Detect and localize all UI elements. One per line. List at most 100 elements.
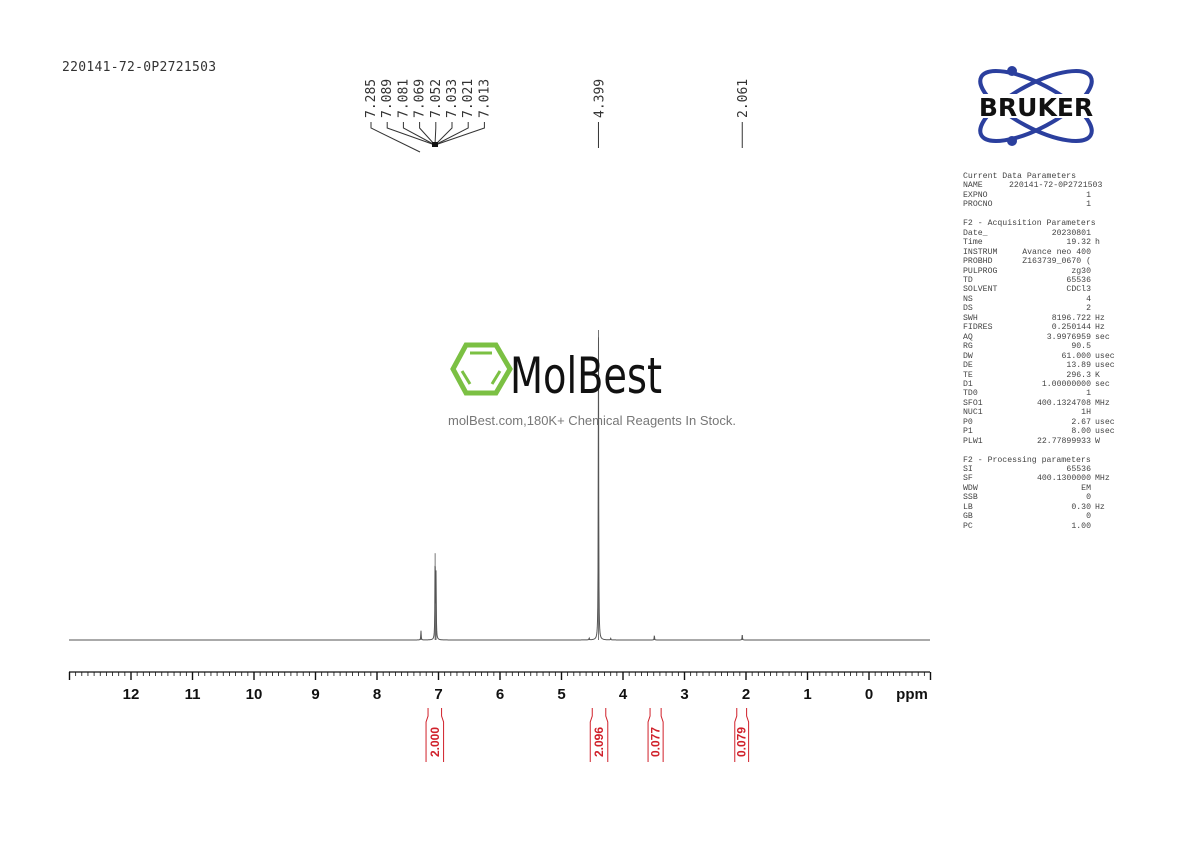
- param-value: EM: [1081, 483, 1091, 493]
- axis-tick-label: 4: [619, 686, 628, 703]
- peak-label: 4.399: [592, 79, 607, 148]
- param-value: 1.00: [1071, 521, 1091, 531]
- param-value: 1H: [1081, 408, 1091, 418]
- param-unit: usec: [1095, 361, 1115, 371]
- peak-label: 2.061: [736, 79, 751, 148]
- sample-id: 220141-72-0P2721503: [62, 60, 217, 75]
- param-row: DE 13.89 usec: [963, 361, 1121, 370]
- param-row: DW 61.000 usec: [963, 352, 1121, 361]
- param-unit: [1091, 267, 1121, 276]
- param-unit: [1091, 512, 1121, 521]
- peak-label-text: 7.089: [380, 79, 395, 118]
- param-row: PC 1.00: [963, 522, 1121, 531]
- param-row: EXPNO 1: [963, 191, 1121, 200]
- param-row: NAME 220141-72-0P2721503: [963, 181, 1121, 190]
- param-unit: [1091, 248, 1121, 257]
- param-label: AQ: [963, 332, 973, 342]
- axis-tick-label: 8: [373, 686, 381, 703]
- param-value: Avance neo 400: [1022, 247, 1091, 257]
- peak-label-text: 7.013: [477, 79, 492, 118]
- acquisition-parameters-panel: Current Data Parameters NAME 220141-72-0P2…: [963, 172, 1121, 531]
- param-value: 8196.722: [1051, 313, 1091, 323]
- param-value: Z163739_0670 (: [1022, 257, 1091, 267]
- param-section-title: F2 - Processing parameters: [963, 455, 1091, 465]
- axis-tick-label: 12: [123, 686, 140, 703]
- axis-tick-label: 5: [557, 686, 565, 703]
- param-value: 8.00: [1071, 427, 1091, 437]
- param-label: D1: [963, 379, 973, 389]
- param-value: 0.30: [1071, 502, 1091, 512]
- param-label: LB: [963, 502, 973, 512]
- param-unit: [1091, 522, 1121, 531]
- param-value: 65536: [1066, 275, 1091, 285]
- param-label: FIDRES: [963, 323, 993, 333]
- param-label: TD0: [963, 389, 978, 399]
- integrals: 2.000 2.096 0.077 0.079: [425, 708, 750, 762]
- param-section-title: F2 - Acquisition Parameters: [963, 219, 1096, 229]
- param-row: D1 1.00000000 sec: [963, 380, 1121, 389]
- param-row: Time 19.32 h: [963, 238, 1121, 247]
- axis-tick-label: 7: [434, 686, 442, 703]
- param-label: NS: [963, 294, 973, 304]
- param-unit: [1091, 229, 1121, 238]
- param-row: SF 400.1300000 MHz: [963, 474, 1121, 483]
- param-unit: [1091, 408, 1121, 417]
- param-unit: [1091, 257, 1121, 266]
- param-value: 19.32: [1066, 238, 1091, 248]
- param-label: INSTRUM: [963, 247, 998, 257]
- param-row: SSB 0: [963, 493, 1121, 502]
- param-unit: [1091, 465, 1121, 474]
- peak-label-text: 7.021: [461, 79, 476, 118]
- bruker-logo: BRUKER: [958, 66, 1116, 146]
- param-row: PLW1 22.77899933 W: [963, 437, 1121, 446]
- param-label: DW: [963, 351, 973, 361]
- param-row: WDW EM: [963, 484, 1121, 493]
- param-label: TE: [963, 370, 973, 380]
- integral-region: 2.096: [589, 708, 609, 762]
- param-row: Date_ 20230801: [963, 229, 1121, 238]
- param-row: TD0 1: [963, 389, 1121, 398]
- integral-bracket: [589, 708, 609, 762]
- molbest-logo: MolBest: [450, 342, 662, 405]
- peak-label-text: 7.285: [364, 79, 379, 118]
- param-row: PROCNO 1: [963, 200, 1121, 209]
- param-value: 400.1300000: [1036, 474, 1091, 484]
- param-value: 61.000: [1061, 351, 1091, 361]
- param-unit: Hz: [1095, 502, 1105, 512]
- param-unit: MHz: [1095, 398, 1110, 408]
- peak-label-text: 7.052: [429, 79, 444, 118]
- param-label: NUC1: [963, 408, 983, 418]
- peak-label-text: 4.399: [592, 79, 607, 118]
- integral-value: 2.096: [592, 727, 606, 757]
- param-row: NUC1 1H: [963, 408, 1121, 417]
- svg-text:BRUKER: BRUKER: [979, 93, 1093, 122]
- param-unit: [1091, 200, 1121, 209]
- param-label: GB: [963, 512, 973, 522]
- param-unit: [1091, 276, 1121, 285]
- param-row: SI 65536: [963, 465, 1121, 474]
- peak-label-text: 2.061: [736, 79, 751, 118]
- axis-tick-label: 0: [865, 686, 873, 703]
- param-label: RG: [963, 342, 973, 352]
- param-value: 400.1324708: [1036, 398, 1091, 408]
- param-label: P1: [963, 427, 973, 437]
- axis-tick-label: 1: [803, 686, 811, 703]
- param-label: PROBHD: [963, 257, 993, 267]
- peak-label-text: 7.033: [445, 79, 460, 118]
- integral-region: 2.000: [425, 708, 445, 762]
- param-unit: usec: [1095, 351, 1115, 361]
- param-row: AQ 3.9976959 sec: [963, 333, 1121, 342]
- param-value: 4: [1086, 294, 1091, 304]
- param-row: SFO1 400.1324708 MHz: [963, 399, 1121, 408]
- param-value: 2.67: [1071, 417, 1091, 427]
- peak-label: 7.033: [434, 79, 460, 146]
- param-unit: [1091, 295, 1121, 304]
- param-label: Date_: [963, 228, 988, 238]
- param-unit: [1091, 493, 1121, 502]
- param-row: LB 0.30 Hz: [963, 503, 1121, 512]
- param-label: NAME: [963, 181, 983, 191]
- param-unit: Hz: [1095, 313, 1105, 323]
- peak-label-connector: [434, 122, 469, 146]
- param-unit: h: [1095, 238, 1100, 248]
